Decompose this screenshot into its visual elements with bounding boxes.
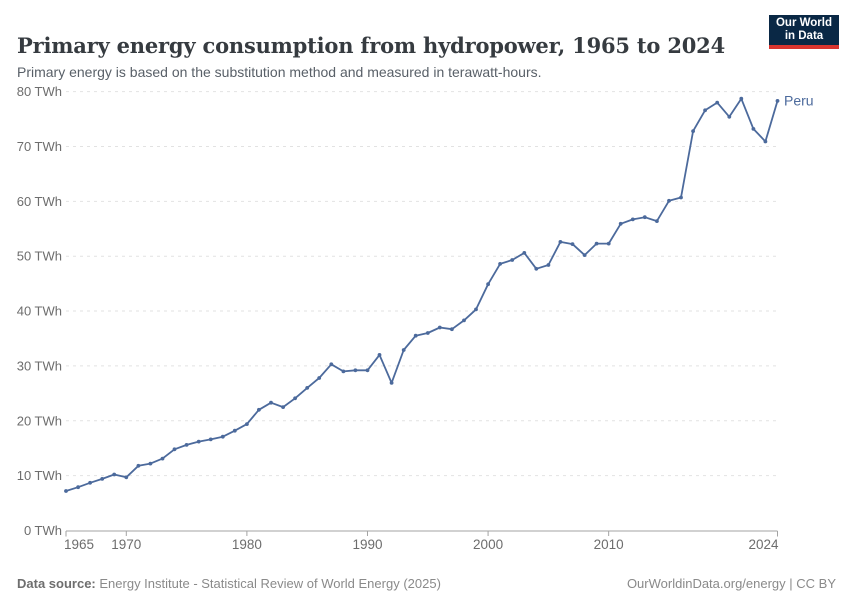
y-axis-tick-label: 20 TWh	[17, 413, 62, 428]
page-title: Primary energy consumption from hydropow…	[17, 33, 725, 59]
data-point[interactable]	[220, 434, 225, 439]
data-point[interactable]	[630, 217, 635, 222]
data-point[interactable]	[425, 331, 430, 335]
data-point[interactable]	[64, 489, 68, 493]
data-point[interactable]	[546, 263, 551, 267]
data-point[interactable]	[582, 253, 587, 257]
data-point[interactable]	[462, 318, 466, 323]
data-point[interactable]	[655, 219, 659, 224]
data-point[interactable]	[594, 241, 599, 246]
data-point[interactable]	[136, 463, 141, 468]
data-source-text: Energy Institute - Statistical Review of…	[99, 576, 441, 591]
data-point[interactable]	[510, 258, 515, 262]
data-point[interactable]	[401, 348, 406, 352]
x-axis-tick-label: 1990	[352, 537, 382, 552]
x-axis-tick-label: 1965	[64, 537, 94, 552]
data-point[interactable]	[450, 327, 454, 332]
data-source-label: Data source:	[17, 576, 96, 591]
data-point[interactable]	[208, 437, 213, 442]
x-axis-tick-label: 1980	[232, 537, 262, 552]
data-point[interactable]	[88, 480, 92, 485]
data-point[interactable]	[618, 221, 623, 226]
data-point[interactable]	[498, 262, 502, 266]
x-axis-tick-label: 2024	[748, 537, 779, 552]
data-point[interactable]	[76, 485, 80, 490]
data-point[interactable]	[172, 447, 177, 452]
y-axis-tick-label: 70 TWh	[17, 139, 62, 154]
x-axis-tick-label: 2000	[473, 537, 503, 552]
data-point[interactable]	[642, 215, 647, 220]
data-point[interactable]	[124, 475, 129, 480]
data-point[interactable]	[751, 126, 756, 131]
data-point[interactable]	[184, 443, 189, 447]
data-point[interactable]	[196, 439, 201, 444]
owid-logo: Our World in Data	[769, 15, 839, 49]
series-line-peru[interactable]	[65, 97, 779, 492]
data-point[interactable]	[558, 240, 563, 244]
data-point[interactable]	[522, 251, 527, 255]
data-point[interactable]	[305, 386, 310, 390]
data-point[interactable]	[570, 242, 575, 247]
data-point[interactable]	[474, 307, 478, 312]
owid-logo-line1: Our World	[775, 17, 832, 29]
x-axis-tick-label: 1970	[111, 537, 141, 552]
data-point[interactable]	[413, 333, 418, 338]
page-subtitle: Primary energy is based on the substitut…	[17, 64, 542, 80]
data-point[interactable]	[606, 241, 611, 246]
data-point[interactable]	[341, 369, 346, 374]
data-point[interactable]	[269, 400, 273, 405]
owid-url-license-link[interactable]: OurWorldinData.org/energy | CC BY	[626, 576, 836, 591]
data-point[interactable]	[691, 129, 695, 134]
data-point[interactable]	[667, 198, 671, 203]
data-point[interactable]	[245, 422, 249, 426]
data-point[interactable]	[281, 405, 285, 409]
data-point[interactable]	[148, 461, 153, 466]
data-point[interactable]	[775, 99, 780, 103]
data-point[interactable]	[293, 396, 297, 401]
data-point[interactable]	[160, 456, 165, 461]
y-axis-tick-label: 0 TWh	[24, 523, 62, 538]
data-point[interactable]	[739, 96, 744, 101]
data-point[interactable]	[100, 477, 105, 481]
data-point[interactable]	[257, 407, 261, 412]
y-axis-tick-label: 50 TWh	[17, 249, 62, 264]
data-point[interactable]	[534, 266, 539, 271]
chart-footer: Data source: Energy Institute - Statisti…	[17, 576, 836, 591]
data-point[interactable]	[715, 100, 720, 105]
data-point[interactable]	[486, 282, 490, 287]
y-axis-tick-label: 10 TWh	[17, 468, 62, 483]
data-point[interactable]	[232, 428, 237, 433]
data-point[interactable]	[763, 139, 768, 144]
y-axis-tick-label: 30 TWh	[17, 358, 62, 373]
data-point[interactable]	[329, 362, 334, 367]
data-point[interactable]	[389, 381, 394, 385]
data-point[interactable]	[679, 195, 683, 200]
y-axis-tick-label: 80 TWh	[17, 84, 62, 99]
data-point[interactable]	[377, 353, 382, 357]
owid-logo-line2: in Data	[784, 30, 824, 42]
data-point[interactable]	[353, 368, 358, 373]
data-source-note: Data source: Energy Institute - Statisti…	[17, 576, 441, 591]
y-axis-tick-label: 60 TWh	[17, 194, 62, 209]
data-point[interactable]	[317, 376, 322, 380]
data-point[interactable]	[365, 368, 370, 373]
series-end-label[interactable]: Peru	[784, 92, 814, 108]
y-axis-tick-label: 40 TWh	[17, 304, 62, 319]
data-point[interactable]	[727, 114, 732, 119]
data-point[interactable]	[437, 325, 442, 330]
data-point[interactable]	[703, 108, 707, 113]
data-point[interactable]	[112, 472, 117, 477]
x-axis-tick-label: 2010	[594, 537, 624, 552]
